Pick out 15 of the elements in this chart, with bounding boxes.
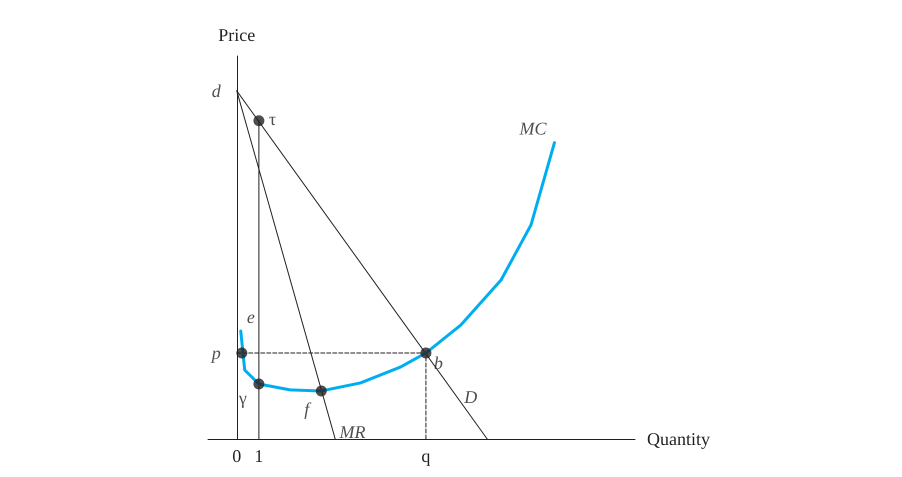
annotation: b [434,353,443,373]
annotation: γ [238,388,247,408]
x-axis-title: Quantity [647,429,710,449]
annotation: τ [268,108,276,129]
annotation: f [304,398,312,419]
y-axis-title: Price [218,25,256,45]
x-tick-label: 0 [232,446,242,466]
annotation: e [246,307,255,328]
annotation: p [210,343,221,363]
x-tick-label: q [421,446,430,466]
annotation: d [212,80,222,101]
annotation: MR [338,422,366,442]
annotation: D [463,387,478,408]
x-tick-label: 1 [254,446,264,466]
annotation: MC [518,118,548,139]
